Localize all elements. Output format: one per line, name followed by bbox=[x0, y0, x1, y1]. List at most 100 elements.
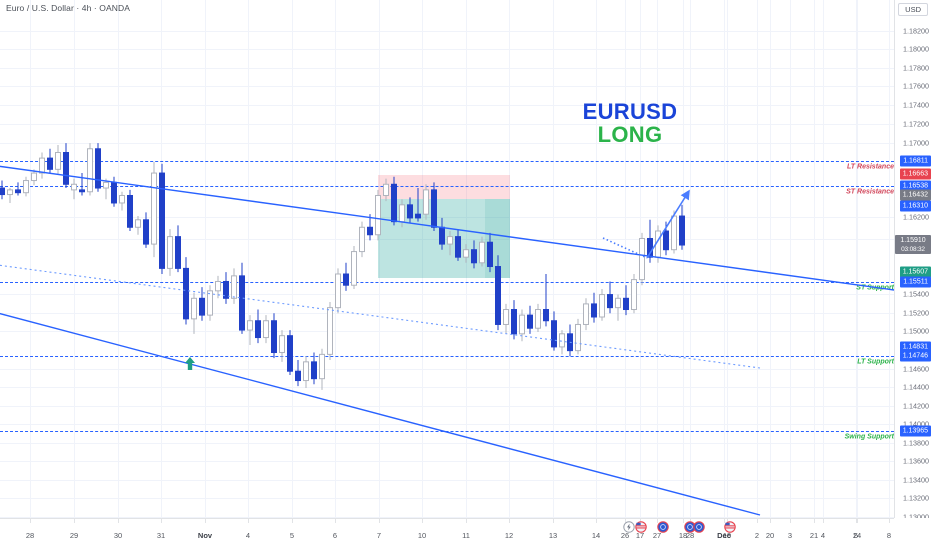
time-tick: 30 bbox=[113, 531, 123, 540]
upper-channel[interactable] bbox=[0, 165, 894, 291]
trade-idea-annotation: EURUSD LONG bbox=[570, 100, 690, 146]
candle-body bbox=[183, 267, 189, 320]
gridline-horizontal bbox=[0, 217, 894, 218]
candle-body bbox=[263, 320, 269, 339]
candle-body bbox=[175, 236, 181, 269]
candle-body bbox=[591, 303, 597, 318]
lt-resistance-line[interactable] bbox=[0, 161, 894, 162]
candle-body bbox=[0, 187, 5, 196]
time-tick: 31 bbox=[156, 531, 166, 540]
time-tick-mark bbox=[553, 519, 554, 523]
time-tick-mark bbox=[625, 519, 626, 523]
time-axis[interactable]: 28 29 30 31 Nov 4 5 6 7 10 11 12 13 14 17 18 19 20 21 24 2 5 2… bbox=[0, 518, 932, 550]
mid-channel[interactable] bbox=[0, 264, 761, 369]
lower-channel[interactable] bbox=[0, 311, 761, 516]
candle-body bbox=[639, 237, 645, 281]
price-tick: 1.14600 bbox=[903, 364, 929, 374]
gridline-horizontal bbox=[0, 331, 894, 332]
event-usd-2[interactable] bbox=[724, 520, 736, 538]
candle-body bbox=[471, 249, 477, 264]
gridline-vertical bbox=[683, 0, 684, 518]
event-usd-1[interactable] bbox=[635, 520, 647, 538]
gridline-horizontal bbox=[0, 406, 894, 407]
candle-body bbox=[351, 251, 357, 286]
price-tick: 1.13800 bbox=[903, 438, 929, 448]
symbol-header[interactable]: Euro / U.S. Dollar · 4h · OANDA bbox=[6, 3, 131, 13]
time-tick: 3 bbox=[787, 531, 793, 540]
st-support-line[interactable] bbox=[0, 282, 894, 283]
time-tick: 11 bbox=[462, 531, 470, 540]
candle-body bbox=[439, 226, 445, 245]
candle-body bbox=[519, 314, 525, 335]
time-tick-mark bbox=[422, 519, 423, 523]
entry-level-badge[interactable]: 1.16432 bbox=[899, 189, 931, 201]
time-tick-mark bbox=[640, 519, 641, 523]
lt-support-label: LT Support bbox=[857, 358, 894, 366]
candle-body bbox=[375, 194, 381, 236]
gridline-vertical bbox=[422, 0, 423, 518]
candle-body bbox=[319, 353, 325, 380]
candle-body bbox=[535, 309, 541, 329]
currency-pill[interactable]: USD bbox=[898, 3, 928, 16]
candle-body bbox=[39, 157, 45, 174]
swing-support-badge[interactable]: 1.13965 bbox=[899, 425, 931, 437]
candle-body bbox=[31, 172, 37, 182]
candle-body bbox=[303, 361, 309, 382]
lt-support-badge[interactable]: 1.14746 bbox=[899, 350, 931, 362]
resistance-zone[interactable] bbox=[378, 175, 510, 199]
time-tick: 14 bbox=[591, 531, 601, 540]
price-tick: 1.17600 bbox=[903, 81, 929, 91]
event-volatility[interactable] bbox=[623, 520, 635, 538]
gridline-horizontal bbox=[0, 294, 894, 295]
price-axis[interactable]: USD 1.18200 1.18000 1.17800 1.17600 1.17400 1… bbox=[894, 0, 932, 522]
time-tick-mark bbox=[727, 519, 728, 523]
candle-body bbox=[367, 226, 373, 236]
gridline-vertical bbox=[379, 0, 380, 518]
st-resistance-badge[interactable]: 1.16538 bbox=[899, 180, 931, 192]
st-resistance-line[interactable] bbox=[0, 186, 894, 187]
candle-body bbox=[23, 180, 29, 194]
gridline-horizontal bbox=[0, 498, 894, 499]
bar-countdown-timer: 03:08:32 bbox=[901, 246, 925, 254]
stop-level-badge[interactable]: 1.15607 bbox=[899, 266, 931, 278]
candle-body bbox=[575, 323, 581, 352]
candle-body bbox=[327, 307, 333, 355]
time-tick-mark bbox=[823, 519, 824, 523]
gridline-vertical bbox=[292, 0, 293, 518]
time-tick-mark bbox=[30, 519, 31, 523]
time-tick: 2 bbox=[754, 531, 760, 540]
candle-body bbox=[215, 280, 221, 292]
candle-body bbox=[511, 309, 517, 335]
lt-support-line[interactable] bbox=[0, 356, 894, 357]
price-tick: 1.17400 bbox=[903, 100, 929, 110]
event-eur-3[interactable] bbox=[693, 520, 705, 538]
lt-support-upper-badge[interactable]: 1.14831 bbox=[899, 341, 931, 353]
time-tick-mark bbox=[509, 519, 510, 523]
gridline-vertical bbox=[724, 0, 725, 518]
candle-body bbox=[95, 148, 101, 189]
price-tick: 1.13400 bbox=[903, 475, 929, 485]
gridline-vertical bbox=[857, 0, 858, 518]
eur-flag-icon bbox=[657, 521, 669, 533]
price-tick: 1.17200 bbox=[903, 119, 929, 129]
time-tick-mark bbox=[770, 519, 771, 523]
time-tick: 28 bbox=[25, 531, 35, 540]
candle-body bbox=[479, 241, 485, 264]
buy-signal-arrow[interactable] bbox=[185, 357, 195, 370]
price-tick: 1.14200 bbox=[903, 401, 929, 411]
candle-body bbox=[335, 273, 341, 309]
projection-up-leg bbox=[646, 189, 690, 259]
st-support-badge[interactable]: 1.15511 bbox=[900, 276, 931, 288]
long-projection-arrow bbox=[602, 189, 690, 259]
lt-resistance-badge[interactable]: 1.16811 bbox=[900, 155, 931, 167]
gridline-vertical bbox=[823, 0, 824, 518]
candle-body bbox=[559, 333, 565, 348]
event-eur-1[interactable] bbox=[657, 520, 669, 538]
current-price-badge[interactable]: 1.15910 03:08:32 bbox=[895, 235, 931, 255]
candle-body bbox=[223, 280, 229, 299]
gridline-vertical bbox=[596, 0, 597, 518]
resistance-top-badge[interactable]: 1.16663 bbox=[899, 168, 931, 180]
target-level-badge[interactable]: 1.16310 bbox=[899, 200, 931, 212]
